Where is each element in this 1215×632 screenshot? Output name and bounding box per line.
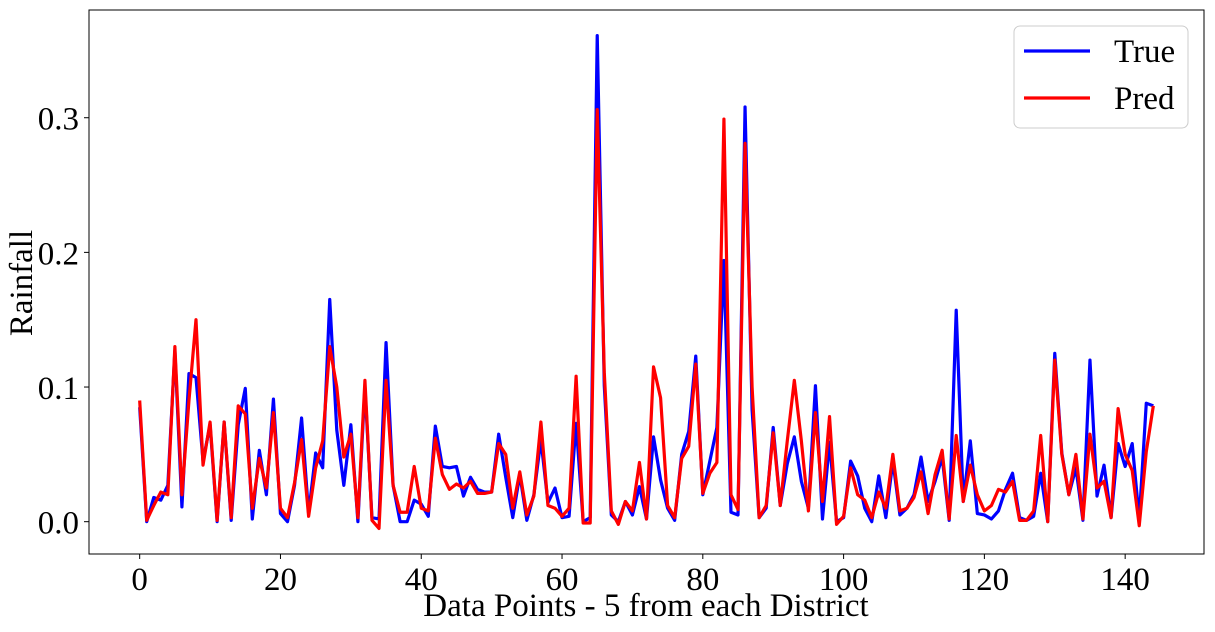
y-tick-label: 0.1	[38, 371, 79, 407]
y-axis-title: Rainfall	[4, 230, 40, 336]
x-tick-label: 80	[686, 562, 719, 598]
x-tick-label: 40	[405, 562, 438, 598]
legend: True Pred	[1013, 25, 1189, 129]
plot-area	[138, 33, 1155, 531]
legend-label-pred: Pred	[1114, 81, 1175, 117]
plot-frame	[88, 9, 1205, 555]
series-line-pred	[138, 108, 1155, 531]
x-tick-label: 140	[1100, 562, 1150, 598]
x-tick-label: 20	[264, 562, 297, 598]
x-tick-label: 120	[960, 562, 1010, 598]
y-tick-label: 0.3	[38, 102, 79, 138]
x-tick-label: 0	[131, 562, 148, 598]
x-axis-title: Data Points - 5 from each District	[423, 588, 868, 624]
y-tick-label: 0.0	[38, 506, 79, 542]
series-line-true	[138, 33, 1154, 524]
x-tick-label: 100	[819, 562, 869, 598]
y-axis-ticks: 0.0 0.1 0.2 0.3	[38, 102, 89, 542]
x-axis-ticks: 0 20 40 60 80 100 120 140	[131, 554, 1150, 598]
y-tick-label: 0.2	[38, 236, 79, 272]
x-tick-label: 60	[546, 562, 579, 598]
legend-label-true: True	[1114, 34, 1175, 70]
